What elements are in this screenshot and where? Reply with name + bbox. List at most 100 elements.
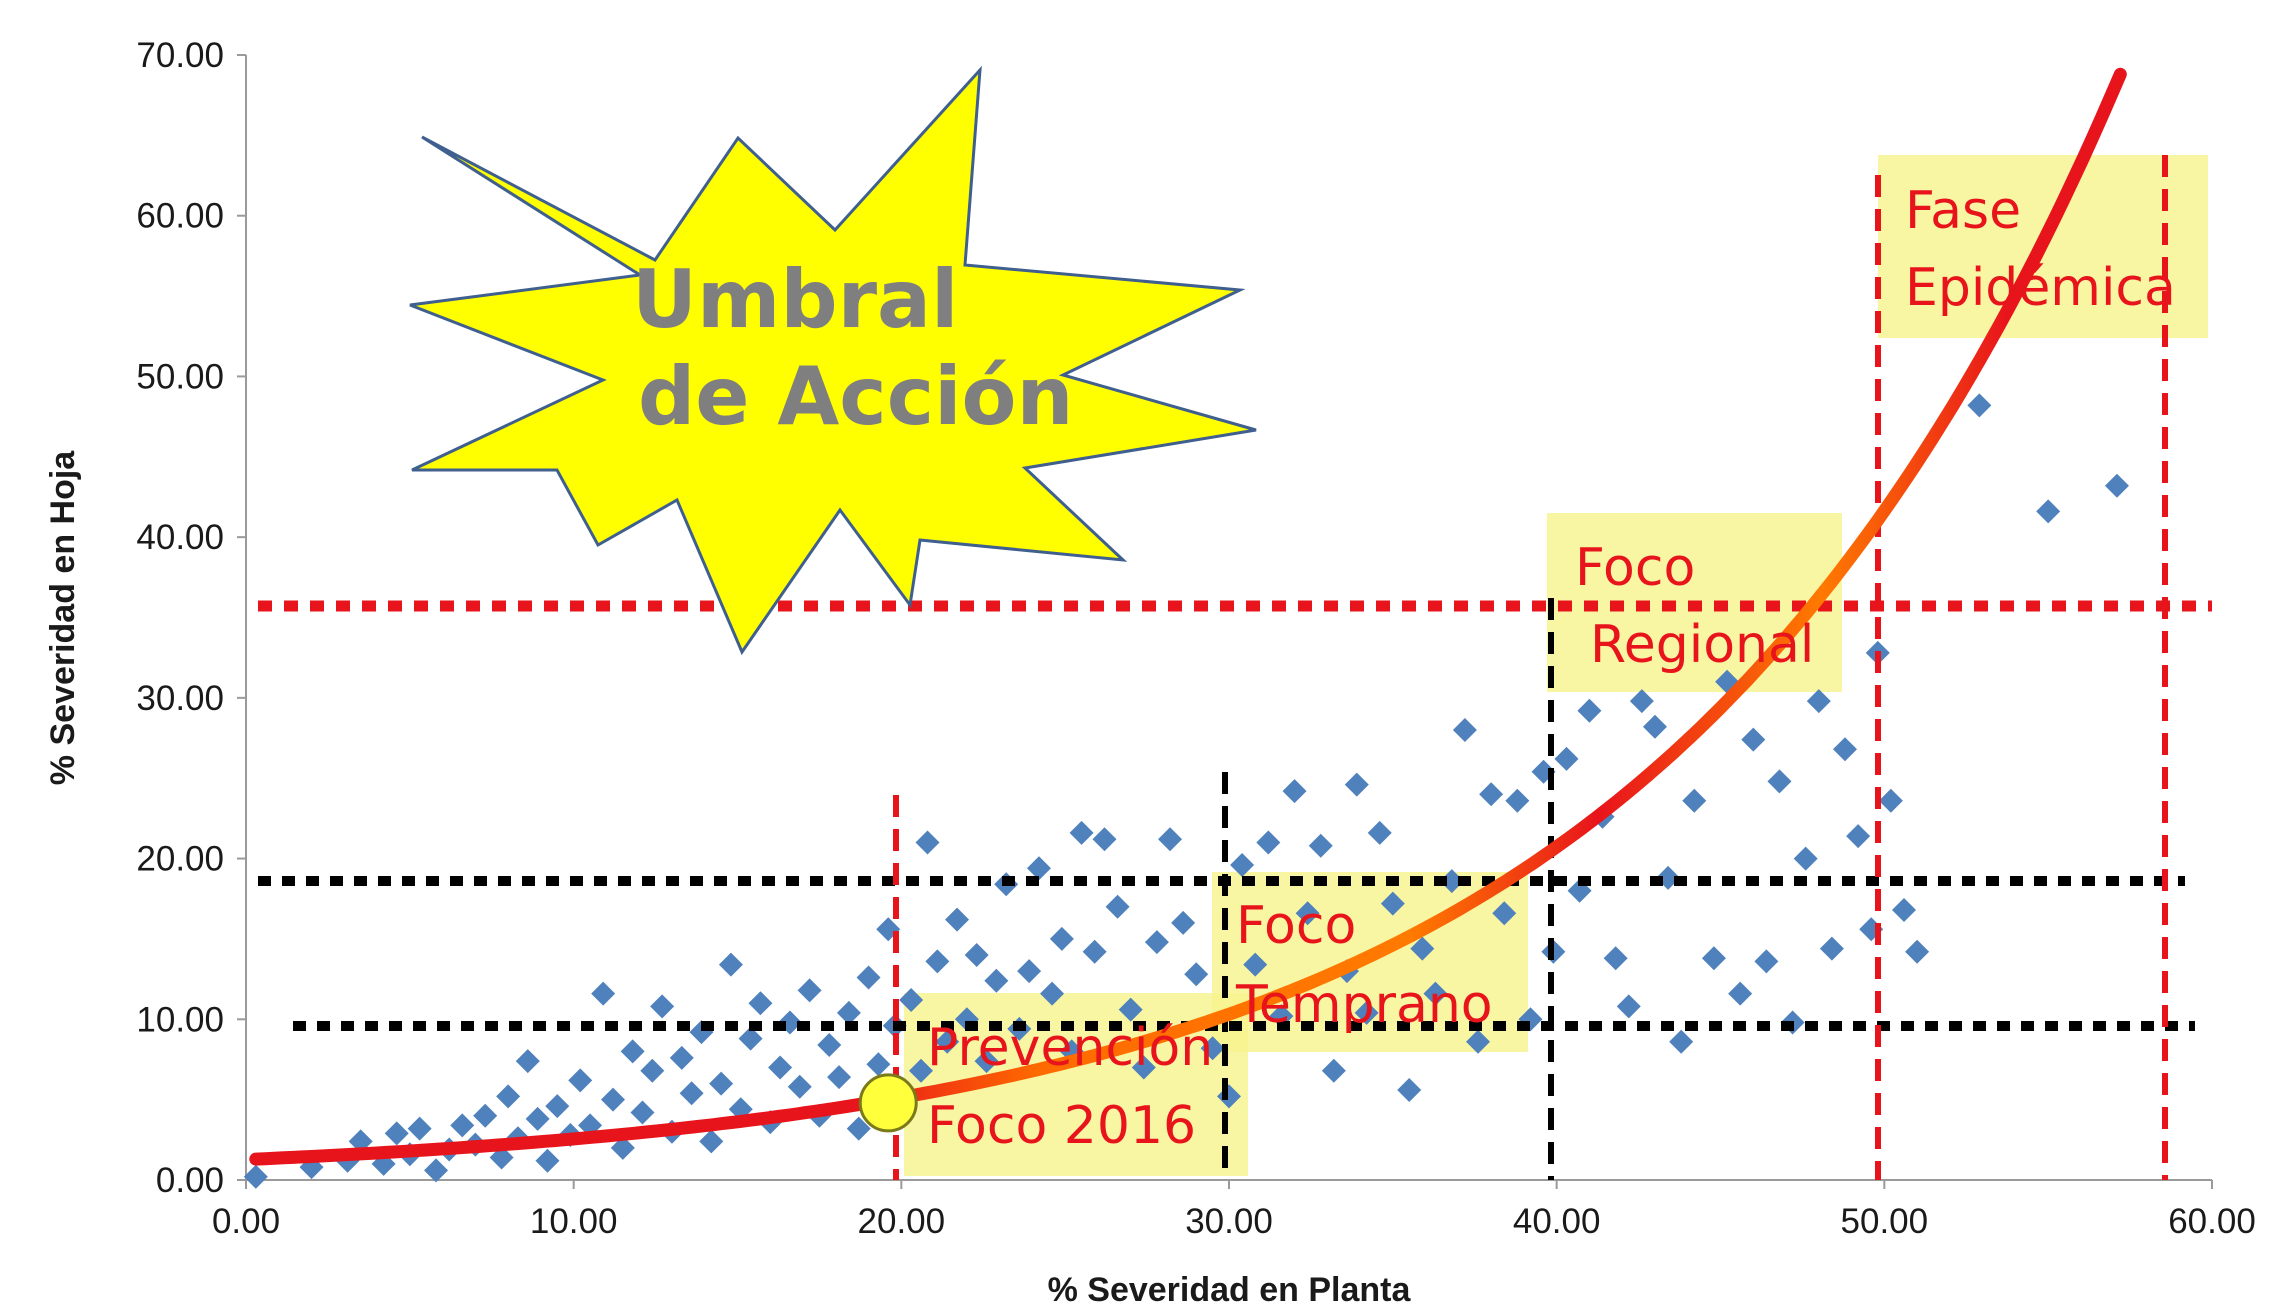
data-point xyxy=(545,1094,570,1119)
data-point xyxy=(1819,936,1844,961)
y-tick-label: 50.00 xyxy=(136,357,224,396)
data-point xyxy=(709,1071,734,1096)
x-tick-label: 20.00 xyxy=(858,1202,946,1241)
data-point xyxy=(1017,959,1042,984)
data-point xyxy=(1230,853,1255,877)
data-point xyxy=(945,907,970,932)
data-point xyxy=(1200,1036,1225,1061)
data-point xyxy=(1669,1029,1694,1054)
y-tick-label: 10.00 xyxy=(136,1000,224,1039)
data-point xyxy=(1295,901,1320,926)
data-point xyxy=(384,1121,409,1146)
data-point xyxy=(515,1049,540,1074)
data-point xyxy=(915,830,940,855)
label-regional-1: Foco xyxy=(1575,538,1695,598)
x-tick-label: 50.00 xyxy=(1841,1202,1929,1241)
data-point xyxy=(679,1081,704,1106)
data-point xyxy=(1321,1058,1346,1083)
data-point xyxy=(1397,1078,1422,1102)
data-point xyxy=(689,1020,714,1045)
data-point xyxy=(1577,698,1602,723)
data-point xyxy=(525,1106,550,1131)
burst-label-2: de Acción xyxy=(638,350,1073,443)
label-temprano-2: Temprano xyxy=(1235,975,1493,1035)
burst-shape xyxy=(409,65,1257,656)
data-point xyxy=(1344,772,1369,797)
data-point xyxy=(1092,827,1117,852)
data-point xyxy=(1505,788,1530,813)
x-tick-label: 10.00 xyxy=(530,1202,618,1241)
data-point xyxy=(1256,830,1281,855)
data-point xyxy=(1492,901,1517,926)
y-tick-label: 30.00 xyxy=(136,679,224,718)
y-tick-label: 60.00 xyxy=(136,197,224,236)
data-point xyxy=(568,1068,593,1093)
y-tick-label: 0.00 xyxy=(156,1161,224,1200)
data-point xyxy=(1466,1029,1491,1054)
data-point xyxy=(899,988,924,1012)
threshold-point xyxy=(858,1073,918,1133)
data-point xyxy=(925,949,950,974)
data-point xyxy=(1158,827,1183,852)
data-point xyxy=(1518,1007,1543,1032)
data-point xyxy=(1308,833,1333,858)
data-point xyxy=(1479,782,1504,807)
label-epidemica-2: Epidémica xyxy=(1905,258,2176,318)
data-point xyxy=(1616,994,1641,1019)
data-point xyxy=(768,1055,793,1080)
data-point xyxy=(797,978,822,1003)
burst-label-1: Umbral xyxy=(632,253,958,346)
data-point xyxy=(1040,981,1065,1006)
data-point xyxy=(866,1052,891,1077)
data-point xyxy=(1439,869,1464,894)
x-tick-label: 30.00 xyxy=(1185,1202,1273,1241)
data-point xyxy=(1452,718,1477,742)
data-point xyxy=(1701,946,1726,971)
data-point xyxy=(1105,894,1130,919)
data-point xyxy=(1629,689,1654,714)
data-point xyxy=(984,968,1009,993)
data-point xyxy=(1878,788,1903,813)
data-point xyxy=(1741,727,1766,752)
data-point xyxy=(1754,949,1779,974)
data-point xyxy=(1905,939,1930,964)
data-point xyxy=(1642,714,1667,739)
data-point xyxy=(1410,936,1435,961)
data-point xyxy=(591,981,616,1006)
data-point xyxy=(1554,746,1579,771)
y-tick-label: 20.00 xyxy=(136,840,224,879)
data-point xyxy=(954,1007,979,1032)
data-point xyxy=(1367,820,1392,845)
data-point xyxy=(738,1026,763,1051)
data-point xyxy=(908,1058,933,1083)
data-point xyxy=(1380,891,1405,916)
data-point xyxy=(496,1084,521,1109)
data-point xyxy=(1603,946,1628,971)
label-regional-2: Regional xyxy=(1590,615,1814,675)
y-tick-label: 40.00 xyxy=(136,518,224,557)
x-tick-label: 60.00 xyxy=(2168,1202,2256,1241)
data-point xyxy=(650,994,675,1019)
data-point xyxy=(2036,499,2061,524)
data-point xyxy=(1243,952,1268,977)
data-point xyxy=(827,1065,852,1090)
data-point xyxy=(748,991,773,1016)
data-point xyxy=(610,1135,635,1160)
x-tick-label: 0.00 xyxy=(212,1202,280,1241)
data-point xyxy=(1282,779,1307,804)
data-point xyxy=(669,1045,694,1070)
data-point xyxy=(450,1113,475,1138)
data-point xyxy=(1728,981,1753,1006)
data-point xyxy=(935,1029,960,1054)
data-point xyxy=(600,1087,625,1112)
data-point xyxy=(856,965,881,990)
trend-curve xyxy=(249,67,2127,1166)
data-point xyxy=(1184,962,1209,987)
data-point xyxy=(424,1158,449,1183)
data-point xyxy=(630,1100,655,1125)
data-point xyxy=(1118,997,1143,1022)
data-point xyxy=(1131,1055,1156,1080)
data-point xyxy=(787,1074,812,1099)
y-tick-group: 0.00 10.00 20.00 30.00 40.00 50.00 60.00 70.00 xyxy=(136,36,246,1200)
